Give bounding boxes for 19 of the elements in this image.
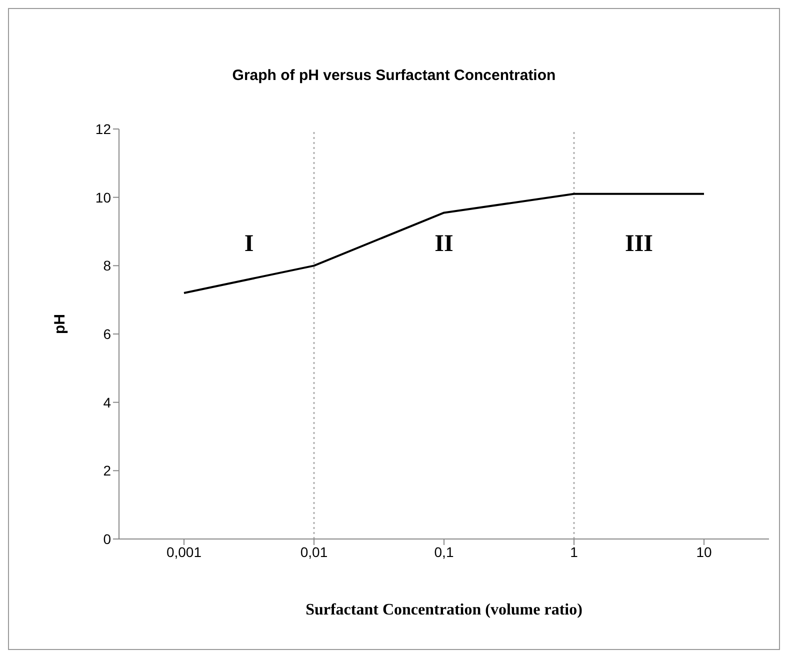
x-tick-label: 1 — [570, 544, 578, 560]
y-tick-label: 6 — [103, 326, 112, 342]
y-tick-label: 12 — [95, 120, 112, 137]
annotation: I — [243, 231, 255, 258]
chart-title: Graph of pH versus Surfactant Concentration — [231, 67, 557, 84]
x-tick-label: 0,001 — [166, 544, 202, 560]
y-tick-label: 8 — [103, 258, 112, 274]
line-series — [183, 192, 705, 294]
y-tick-label: 2 — [103, 462, 112, 479]
y-tick-label: 0 — [103, 530, 112, 547]
y-axis-title: pH — [51, 314, 68, 334]
x-tick-label: 0,1 — [434, 544, 454, 560]
x-tick-label: 10 — [696, 544, 712, 560]
annotation: II — [434, 231, 454, 258]
annotation: III — [624, 231, 654, 258]
y-tick-label: 4 — [103, 394, 112, 410]
x-tick-label: 0,01 — [300, 544, 328, 560]
y-tick-label: 10 — [95, 189, 112, 206]
x-axis-title: Surfactant Concentration (volume ratio) — [306, 601, 582, 618]
